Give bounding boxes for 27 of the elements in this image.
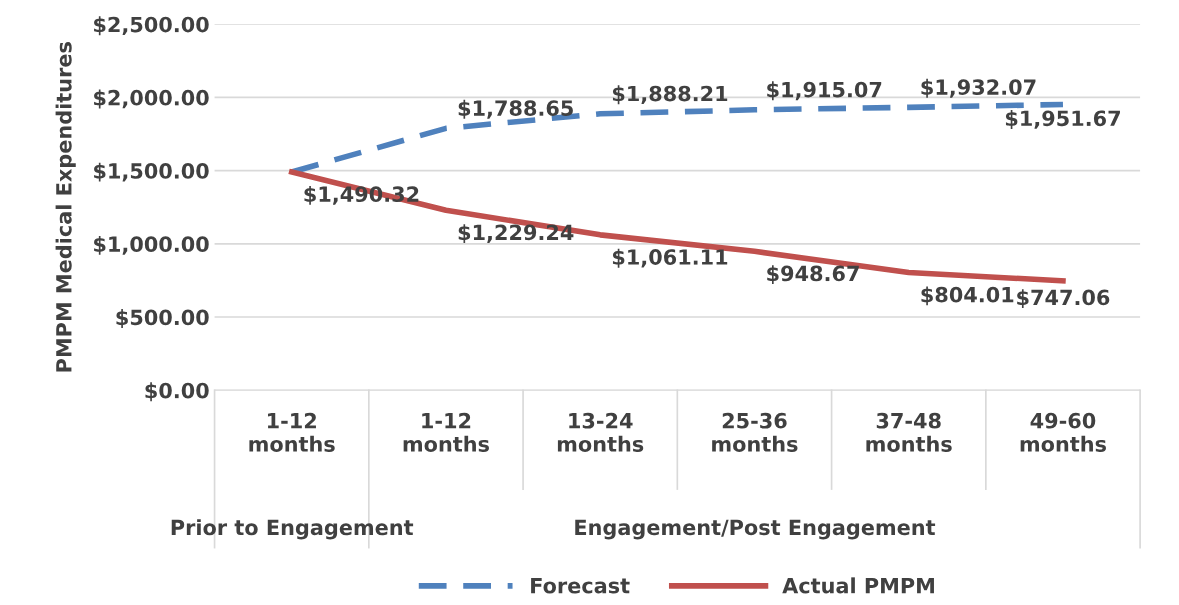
data-label: $1,932.07: [921, 78, 1036, 98]
text: Engagement/Post Engagement: [575, 519, 936, 540]
y-tick-label: $2,000.00: [94, 89, 209, 109]
data-label: $1,061.11: [612, 248, 728, 268]
y-tick-label: $2,500.00: [94, 16, 209, 36]
data-label: $948.67: [767, 265, 859, 285]
data-label: $1,788.65: [458, 99, 573, 119]
x-tick-label: 1-12 months: [249, 412, 335, 452]
y-tick-label: $0.00: [145, 382, 209, 402]
x-tick-label: 49-60 months: [1020, 412, 1106, 452]
y-tick-label: $1,500.00: [94, 162, 209, 182]
x-tick-label: 37-48 months: [866, 412, 952, 452]
text: Prior to Engagement: [171, 519, 414, 540]
x-tick-label: 13-24 months: [557, 412, 644, 452]
y-axis-title: PMPM Medical Expenditures: [55, 42, 76, 372]
data-label: $804.01: [921, 286, 1014, 306]
legend-label: Forecast: [531, 577, 630, 594]
x-tick-label: 25-36 months: [712, 412, 798, 452]
data-label: $1,915.07: [767, 81, 882, 101]
data-label: $1,888.21: [612, 85, 728, 105]
data-label: $747.06: [1017, 289, 1110, 309]
legend-label: Actual PMPM: [782, 577, 934, 594]
data-label: $1,951.67: [1005, 110, 1120, 129]
x-tick-label: 1-12 months: [403, 412, 489, 452]
y-tick-label: $500.00: [116, 309, 209, 328]
data-label: $1,229.24: [458, 224, 574, 244]
y-tick-label: $1,000.00: [94, 235, 209, 255]
